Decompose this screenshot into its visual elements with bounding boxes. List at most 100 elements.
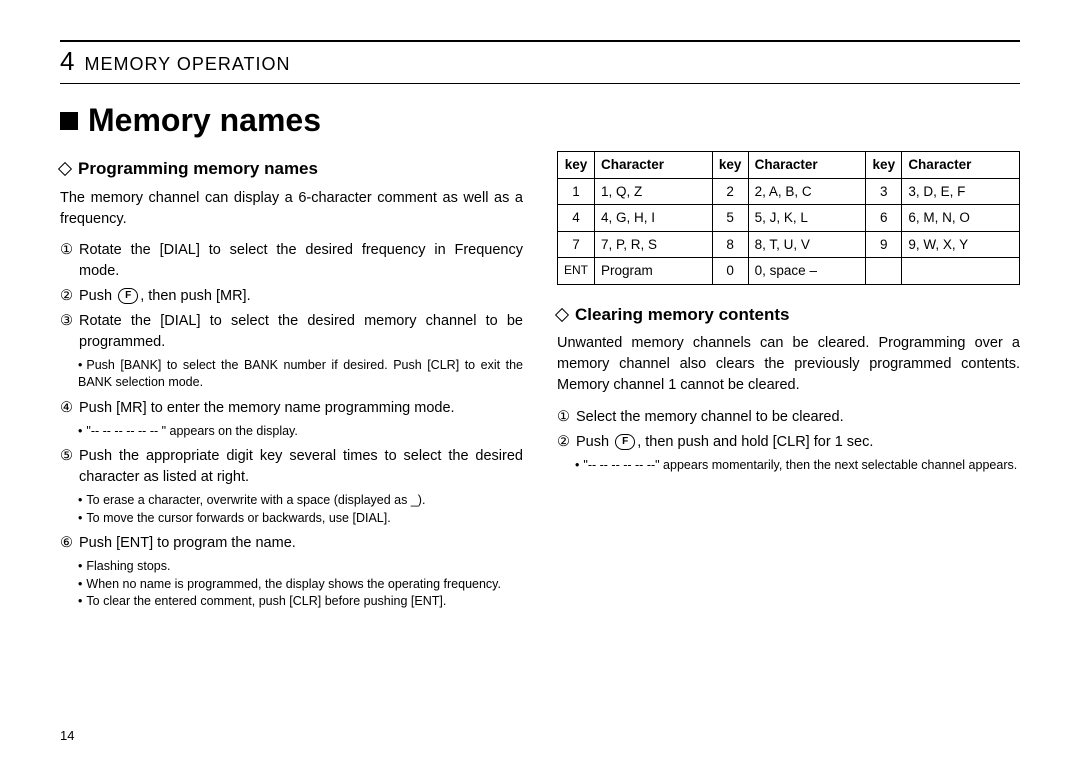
step-1: ① Rotate the [DIAL] to select the desire… [60,240,523,282]
step-5-notes: To erase a character, overwrite with a s… [60,492,523,527]
note: To erase a character, overwrite with a s… [78,492,523,510]
table-row: ENT Program 0 0, space – [558,258,1020,285]
th-key: key [712,152,748,179]
manual-page: 4 MEMORY OPERATION Memory names Programm… [0,0,1080,771]
th-key: key [558,152,595,179]
page-number: 14 [60,728,74,743]
step-3-notes: Push [BANK] to select the BANK number if… [60,357,523,392]
cell-key: 6 [866,205,902,232]
cell-key: 5 [712,205,748,232]
cell-char: 2, A, B, C [748,178,866,205]
left-intro: The memory channel can display a 6-chara… [60,188,523,230]
diamond-icon [555,308,569,322]
step-1: ① Select the memory channel to be cleare… [557,407,1020,428]
table-header-row: key Character key Character key Characte… [558,152,1020,179]
th-char: Character [902,152,1020,179]
programming-steps-cont2: ⑤ Push the appropriate digit key several… [60,446,523,488]
cell-key: 4 [558,205,595,232]
left-subheading-text: Programming memory names [78,157,318,182]
step-5: ⑤ Push the appropriate digit key several… [60,446,523,488]
note: Flashing stops. [78,558,523,576]
right-subheading-text: Clearing memory contents [575,303,789,328]
chapter-header: 4 MEMORY OPERATION [60,46,1020,77]
step-6-notes: Flashing stops. When no name is programm… [60,558,523,611]
step-marker: ① [557,407,570,428]
step-text: Push [ENT] to program the name. [79,533,523,554]
chapter-title: MEMORY OPERATION [84,54,290,75]
note: When no name is programmed, the display … [78,576,523,594]
section-heading-text: Memory names [88,102,321,139]
step-2b: , then push and hold [CLR] for 1 sec. [637,434,873,450]
clearing-steps: ① Select the memory channel to be cleare… [557,407,1020,453]
cell-key: 9 [866,231,902,258]
note: To clear the entered comment, push [CLR]… [78,593,523,611]
step-6: ⑥ Push [ENT] to program the name. [60,533,523,554]
programming-steps: ① Rotate the [DIAL] to select the desire… [60,240,523,353]
step-3: ③ Rotate the [DIAL] to select the desire… [60,311,523,353]
f-key-icon: F [615,434,635,450]
step-2a: Push [79,288,116,304]
top-rule [60,40,1020,42]
cell-key: 8 [712,231,748,258]
cell-key: 7 [558,231,595,258]
step-2: ② Push F, then push [MR]. [60,286,523,307]
cell-char: 1, Q, Z [595,178,713,205]
cell-key: 1 [558,178,595,205]
step-marker: ⑤ [60,446,73,488]
table-row: 4 4, G, H, I 5 5, J, K, L 6 6, M, N, O [558,205,1020,232]
cell-key: ENT [558,258,595,285]
step-4-notes: "-- -- -- -- -- -- " appears on the disp… [60,423,523,441]
thin-rule [60,83,1020,84]
cell-char: 4, G, H, I [595,205,713,232]
square-icon [60,112,78,130]
th-char: Character [748,152,866,179]
step-marker: ② [557,432,570,453]
step-marker: ① [60,240,73,282]
step-text: Push F, then push [MR]. [79,286,523,307]
step-marker: ② [60,286,73,307]
clear-step-2-notes: "-- -- -- -- -- --" appears momentarily,… [557,457,1020,475]
cell-char: 8, T, U, V [748,231,866,258]
step-text: Push the appropriate digit key several t… [79,446,523,488]
f-key-icon: F [118,288,138,304]
left-column: Programming memory names The memory chan… [60,151,523,617]
two-column-layout: Programming memory names The memory chan… [60,151,1020,617]
diamond-icon [58,162,72,176]
step-marker: ③ [60,311,73,353]
note: To move the cursor forwards or backwards… [78,510,523,528]
th-char: Character [595,152,713,179]
cell-char: 7, P, R, S [595,231,713,258]
programming-steps-cont: ④ Push [MR] to enter the memory name pro… [60,398,523,419]
section-heading: Memory names [60,102,1020,139]
cell-char: 3, D, E, F [902,178,1020,205]
note: "-- -- -- -- -- -- " appears on the disp… [78,423,523,441]
step-text: Push F, then push and hold [CLR] for 1 s… [576,432,1020,453]
cell-key [866,258,902,285]
step-text: Push [MR] to enter the memory name progr… [79,398,523,419]
step-2b: , then push [MR]. [140,288,250,304]
cell-char: 9, W, X, Y [902,231,1020,258]
cell-key: 2 [712,178,748,205]
step-4: ④ Push [MR] to enter the memory name pro… [60,398,523,419]
cell-key: 3 [866,178,902,205]
step-2a: Push [576,434,613,450]
right-intro: Unwanted memory channels can be cleared.… [557,333,1020,396]
character-table: key Character key Character key Characte… [557,151,1020,285]
programming-steps-cont3: ⑥ Push [ENT] to program the name. [60,533,523,554]
chapter-number: 4 [60,46,74,77]
step-text: Rotate the [DIAL] to select the desired … [79,311,523,353]
step-text: Select the memory channel to be cleared. [576,407,1020,428]
table-row: 1 1, Q, Z 2 2, A, B, C 3 3, D, E, F [558,178,1020,205]
note: "-- -- -- -- -- --" appears momentarily,… [575,457,1020,475]
cell-key: 0 [712,258,748,285]
table-row: 7 7, P, R, S 8 8, T, U, V 9 9, W, X, Y [558,231,1020,258]
cell-char: Program [595,258,713,285]
cell-char: 0, space – [748,258,866,285]
right-column: key Character key Character key Characte… [557,151,1020,617]
step-marker: ⑥ [60,533,73,554]
right-subheading: Clearing memory contents [557,303,1020,328]
note: Push [BANK] to select the BANK number if… [78,357,523,392]
cell-char: 5, J, K, L [748,205,866,232]
th-key: key [866,152,902,179]
step-2: ② Push F, then push and hold [CLR] for 1… [557,432,1020,453]
